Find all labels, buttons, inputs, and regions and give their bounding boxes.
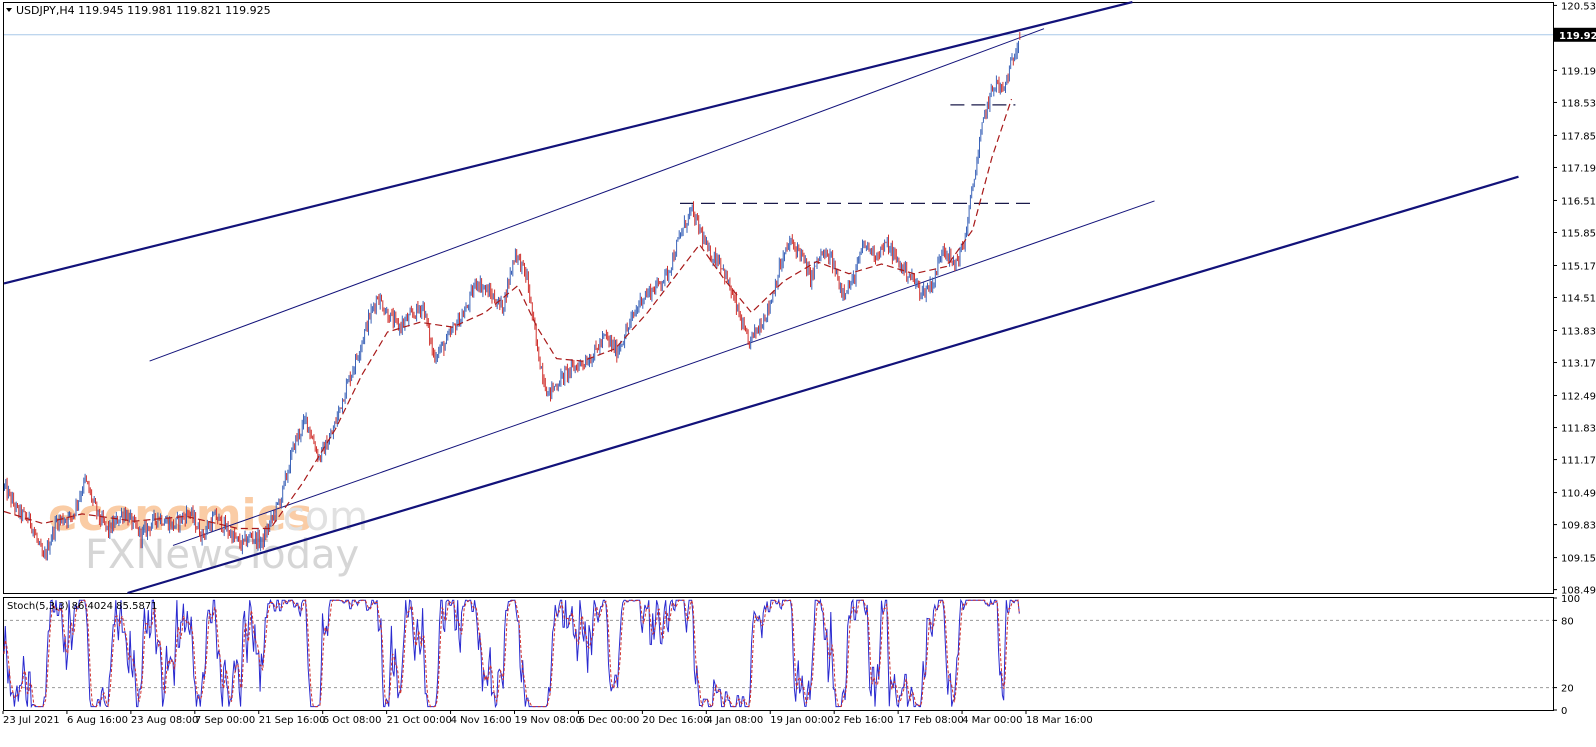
watermark-fxnewstoday: FXNewsToday — [85, 532, 359, 578]
price-tick-label: 115.170 — [1561, 261, 1596, 272]
watermark: economies .com FXNewsToday — [48, 490, 368, 578]
price-axis: 120.530 119.190 118.530 117.850 117.190 116.5… — [1553, 1, 1596, 597]
time-tick-label: 7 Sep 00:00 — [195, 715, 255, 726]
time-tick-label: 6 Aug 16:00 — [67, 715, 128, 726]
symbol-header: USDJPY,H4 119.945 119.981 119.821 119.92… — [16, 4, 271, 17]
price-tick-label: 117.850 — [1561, 131, 1596, 142]
price-panel-frame — [3, 2, 1554, 594]
watermark-com: .com — [270, 494, 368, 540]
price-tick-label: 111.830 — [1561, 424, 1596, 435]
time-tick-label: 23 Aug 08:00 — [131, 715, 198, 726]
time-tick-label: 6 Oct 08:00 — [323, 715, 382, 726]
time-tick-label: 2 Feb 16:00 — [834, 715, 893, 726]
time-tick-label: 21 Oct 00:00 — [387, 715, 452, 726]
time-tick-label: 4 Nov 16:00 — [451, 715, 512, 726]
horizontal-levels — [4, 34, 1553, 204]
time-tick-label: 4 Mar 00:00 — [962, 715, 1022, 726]
trendline-inner-upper — [149, 28, 1045, 362]
stoch-label: Stoch(5,3,3) 86.4024 85.5871 — [7, 601, 158, 612]
ma-line — [3, 98, 1013, 530]
price-tick-label: 119.190 — [1561, 66, 1596, 77]
stochastic-oscillator — [3, 598, 1553, 709]
price-tick-label: 109.150 — [1561, 554, 1596, 565]
time-tick-label: 17 Feb 08:00 — [898, 715, 964, 726]
price-tick-label: 120.530 — [1561, 1, 1596, 12]
time-tick-label: 4 Jan 08:00 — [706, 715, 763, 726]
price-tick-label: 116.510 — [1561, 196, 1596, 207]
price-tick-label: 111.170 — [1561, 456, 1596, 467]
stoch-axis: 100 80 20 0 — [1553, 594, 1580, 717]
price-tick-label: 117.190 — [1561, 163, 1596, 174]
stoch-panel-frame — [3, 597, 1554, 711]
price-tick-label: 115.850 — [1561, 228, 1596, 239]
time-tick-label: 23 Jul 2021 — [3, 715, 60, 726]
price-tick-label: 110.490 — [1561, 489, 1596, 500]
trendlines — [3, 0, 1519, 595]
stoch-signal-line — [3, 598, 1020, 708]
stoch-main-line — [3, 598, 1020, 709]
price-tick-label: 113.170 — [1561, 359, 1596, 370]
current-price-label: 119.925 — [1559, 31, 1596, 42]
price-tick-label: 113.830 — [1561, 327, 1596, 338]
time-tick-label: 18 Mar 16:00 — [1026, 715, 1093, 726]
symbol-menu-icon[interactable] — [6, 8, 12, 12]
stoch-tick-label: 0 — [1561, 706, 1567, 717]
price-tick-label: 118.530 — [1561, 98, 1596, 109]
current-price-tag — [1554, 27, 1596, 42]
stoch-tick-label: 100 — [1561, 594, 1580, 605]
time-tick-label: 6 Dec 00:00 — [578, 715, 639, 726]
price-tick-label: 112.490 — [1561, 392, 1596, 403]
stoch-tick-label: 80 — [1561, 616, 1574, 627]
trendline-outer-lower — [127, 175, 1519, 595]
time-axis: 23 Jul 2021 6 Aug 16:00 23 Aug 08:007 Sep … — [2, 711, 1093, 726]
time-tick-label: 20 Dec 16:00 — [642, 715, 709, 726]
price-tick-label: 114.510 — [1561, 294, 1596, 305]
time-tick-label: 21 Sep 16:00 — [259, 715, 326, 726]
price-tick-label: 109.830 — [1561, 521, 1596, 532]
moving-average — [3, 98, 1013, 530]
time-tick-label: 19 Jan 00:00 — [770, 715, 833, 726]
time-tick-label: 19 Nov 08:00 — [515, 715, 582, 726]
trendline-outer-upper — [3, 0, 1133, 285]
candlestick-series — [4, 32, 1021, 561]
trendline-inner-lower — [172, 200, 1155, 546]
price-tick-label: 108.490 — [1561, 586, 1596, 597]
stoch-tick-label: 20 — [1561, 684, 1574, 695]
